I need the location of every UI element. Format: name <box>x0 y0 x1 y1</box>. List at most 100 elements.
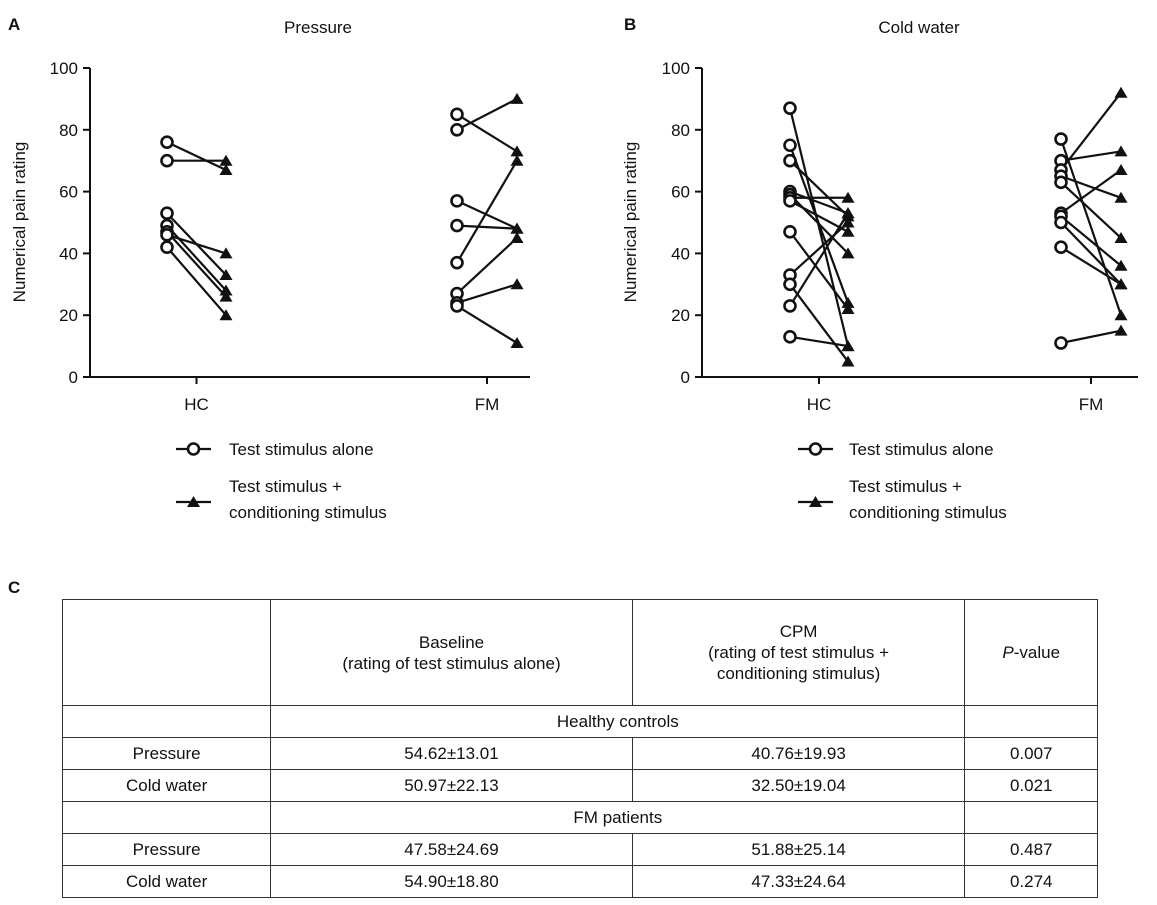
y-tick-label: 60 <box>671 183 690 202</box>
paired-line <box>456 97 518 131</box>
legend-circle-marker <box>808 442 823 456</box>
legend-label-conditioned-line1: Test stimulus + <box>849 477 962 496</box>
cpm-cell: 32.50±19.04 <box>631 769 966 802</box>
x-tick-label: FM <box>475 395 500 414</box>
cpm-point <box>1114 86 1128 98</box>
cpm-point <box>1114 259 1128 271</box>
baseline-point <box>783 194 797 208</box>
x-tick-label: HC <box>184 395 209 414</box>
paired-line <box>789 283 849 363</box>
baseline-point <box>450 107 464 122</box>
cpm-point <box>219 309 233 321</box>
baseline-point <box>1054 215 1068 230</box>
chart-title: Cold water <box>878 18 960 37</box>
y-tick-label: 20 <box>671 306 690 325</box>
cpm-point <box>841 216 855 228</box>
baseline-point <box>160 135 174 149</box>
paired-line <box>789 221 849 276</box>
header-cpm-line2: (rating of test stimulus + <box>708 643 890 662</box>
cpm-point <box>219 290 233 302</box>
cpm-cell: 40.76±19.93 <box>631 737 966 770</box>
baseline-point <box>160 153 174 168</box>
section-blank-cell <box>964 801 1098 834</box>
row-label: Cold water <box>61 865 272 898</box>
baseline-point <box>160 228 174 242</box>
paired-line <box>166 246 227 316</box>
paired-line <box>789 159 849 218</box>
y-tick-label: 100 <box>662 59 690 78</box>
cpm-point <box>219 163 233 175</box>
cpm-point <box>841 191 855 203</box>
panel-letter-c: C <box>8 578 21 597</box>
p-value-cell: 0.487 <box>964 833 1098 866</box>
paired-line <box>1060 175 1122 199</box>
paired-line <box>789 190 849 215</box>
header-baseline-line2: (rating of test stimulus alone) <box>342 653 561 673</box>
cpm-point <box>1114 231 1128 243</box>
paired-line <box>1060 329 1122 345</box>
paired-line <box>166 141 227 171</box>
table-row: Cold water 50.97±22.13 32.50±19.04 0.021 <box>61 769 1098 802</box>
baseline-point <box>450 255 464 270</box>
section-row-fm-patients: FM patients <box>61 801 1098 834</box>
cpm-point <box>219 269 233 281</box>
section-title: FM patients <box>270 801 966 834</box>
paired-line <box>1060 150 1122 162</box>
section-title: Healthy controls <box>270 705 966 738</box>
cpm-point <box>841 355 855 367</box>
header-baseline-line1: Baseline <box>418 632 485 652</box>
row-label: Pressure <box>61 833 272 866</box>
cpm-point <box>510 278 524 290</box>
section-blank-cell <box>964 705 1098 738</box>
baseline-cell: 54.62±13.01 <box>270 737 633 770</box>
paired-line <box>789 231 849 310</box>
cpm-point <box>510 222 524 234</box>
paired-line <box>789 212 849 307</box>
baseline-point <box>450 194 464 208</box>
row-label: Cold water <box>61 769 272 802</box>
paired-line <box>1060 221 1122 286</box>
baseline-point <box>783 138 797 153</box>
results-table: Baseline (rating of test stimulus alone)… <box>61 599 1098 898</box>
p-value-cell: 0.021 <box>964 769 1098 802</box>
data-layer <box>783 86 1128 367</box>
baseline-point <box>783 101 797 115</box>
legend-circle-marker <box>186 442 201 456</box>
paired-line <box>1060 246 1122 286</box>
panel-b-cold-water-chart: B Cold water Numerical pain rating 0 20 40… <box>621 15 1138 522</box>
y-tick-label: 80 <box>671 121 690 140</box>
y-axis-label: Numerical pain rating <box>10 142 29 303</box>
cpm-point <box>219 247 233 259</box>
cpm-point <box>510 92 524 104</box>
legend-label-conditioned-line2: conditioning stimulus <box>849 503 1007 522</box>
cpm-point <box>841 247 855 259</box>
paired-line <box>1060 169 1122 215</box>
y-axis-label: Numerical pain rating <box>621 142 640 303</box>
paired-line <box>456 160 518 264</box>
paired-line <box>456 283 518 304</box>
cpm-point <box>510 145 524 157</box>
legend-label-alone: Test stimulus alone <box>849 440 994 459</box>
paired-line <box>456 304 518 344</box>
paired-line <box>166 231 227 298</box>
cpm-point <box>510 231 524 243</box>
baseline-point <box>1054 175 1068 190</box>
y-tick-label: 80 <box>59 121 78 140</box>
baseline-point <box>783 299 797 313</box>
header-p-value: P-value <box>964 599 1098 706</box>
baseline-point <box>783 330 797 344</box>
paired-line <box>789 193 849 255</box>
baseline-cell: 54.90±18.80 <box>270 865 633 898</box>
cpm-point <box>510 337 524 349</box>
panel-letter-b: B <box>624 15 636 34</box>
baseline-point <box>450 218 464 233</box>
legend: Test stimulus alone Test stimulus + cond… <box>176 440 387 522</box>
y-tick-label: 20 <box>59 306 78 325</box>
y-tick-label: 0 <box>681 368 690 387</box>
header-blank-cell <box>61 599 272 706</box>
cpm-point <box>1114 309 1128 321</box>
cpm-point <box>1114 163 1128 175</box>
paired-line <box>456 199 518 230</box>
p-value-cell: 0.007 <box>964 737 1098 770</box>
